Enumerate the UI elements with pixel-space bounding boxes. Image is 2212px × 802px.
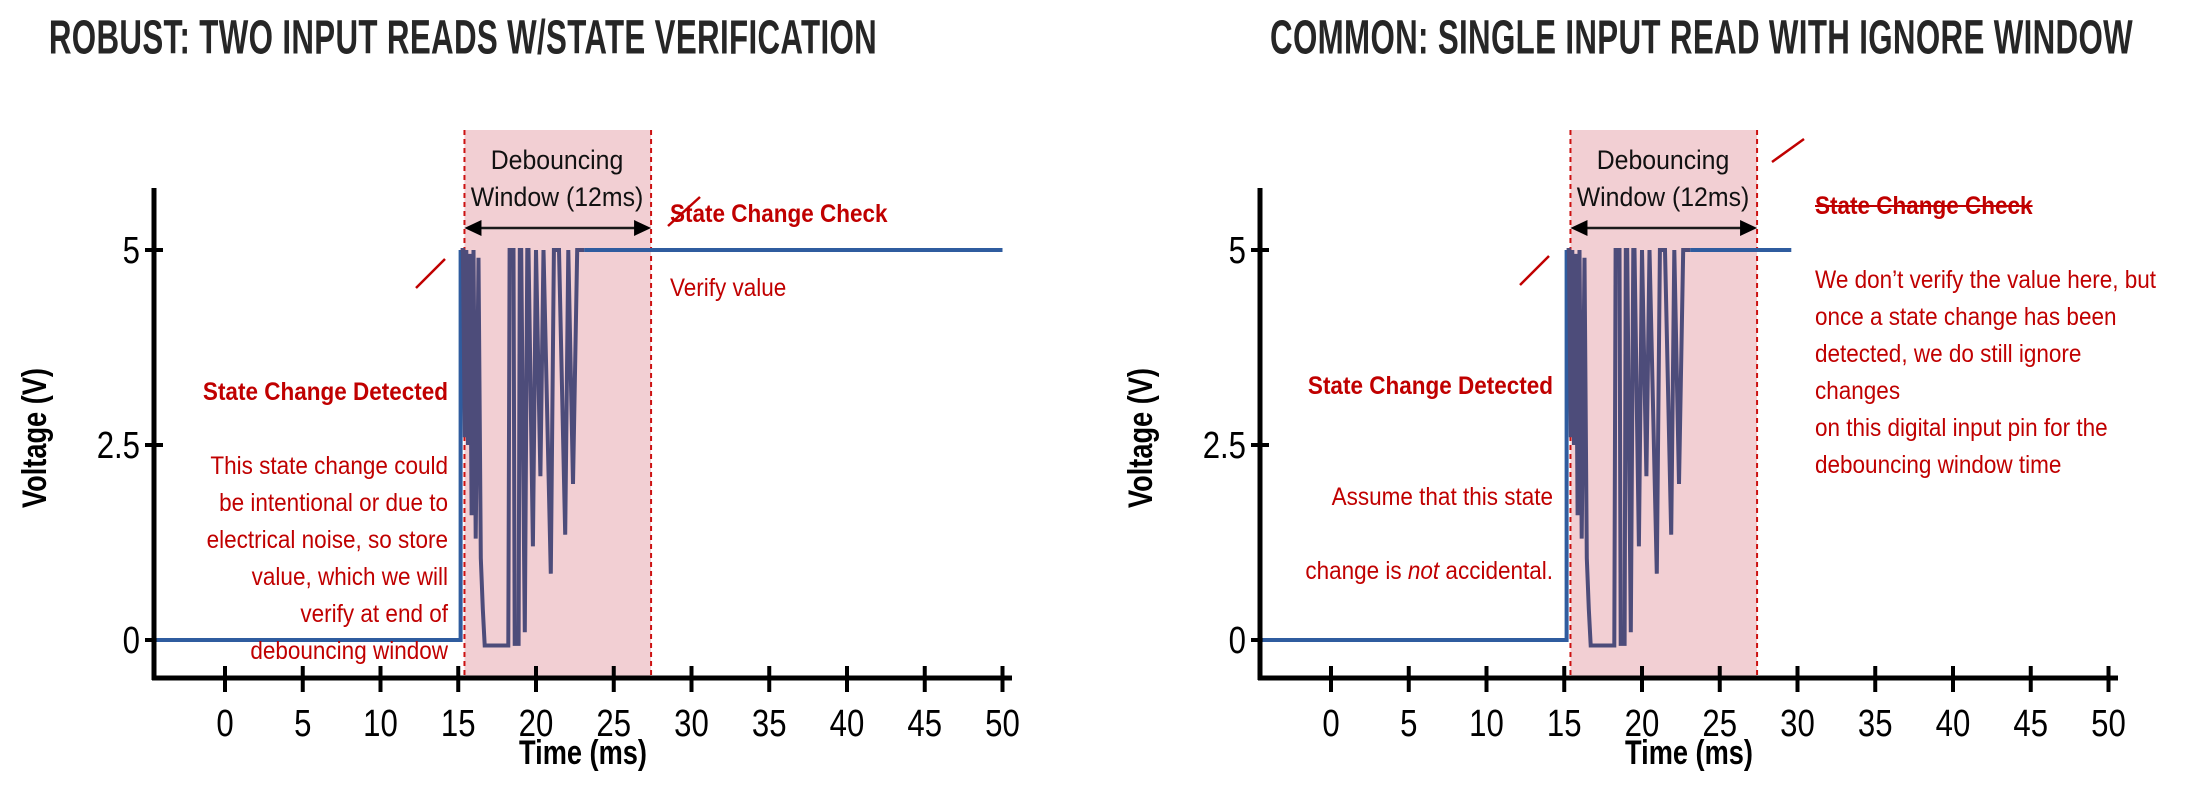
- annotation-pointer-line: [1771, 137, 1805, 164]
- state-change-detected-annotation: State Change Detected Assume that this s…: [1123, 294, 1553, 701]
- annotation-title: State Change Detected: [1307, 372, 1553, 400]
- annotation-pointer-line: [667, 196, 701, 227]
- y-tick-label: 5: [1229, 230, 1246, 272]
- x-tick-label: 45: [907, 703, 942, 745]
- annotation-title-strikethrough: State Change Check: [1815, 192, 2033, 220]
- annotation-pointer-line: [1519, 255, 1550, 286]
- italic-not: not: [1407, 557, 1440, 585]
- robust-chart-title: ROBUST: TWO INPUT READS W/STATE VERIFICA…: [0, 10, 926, 64]
- y-tick-label: 5: [123, 230, 140, 272]
- x-tick-label: 50: [985, 703, 1020, 745]
- x-tick-label: 40: [830, 703, 865, 745]
- title-text: ROBUST: TWO INPUT READS W/STATE VERIFICA…: [48, 9, 878, 65]
- annotation-pointer-line: [415, 258, 446, 289]
- state-change-check-annotation: State Change Check We don’t verify the v…: [1815, 114, 2211, 558]
- debounce-window-region: [464, 130, 652, 678]
- annotation-title: State Change Detected: [202, 378, 448, 406]
- signal-line: [156, 250, 463, 642]
- x-tick-label: 20: [1625, 703, 1660, 745]
- annotation-title: State Change Check: [670, 200, 888, 228]
- common-plot: 0 5 10 15 20 25 30 35 40 45 50 0 2.5 5 Time (ms) Voltag…: [1121, 130, 2126, 772]
- annotation-body: This state change could be intentional o…: [206, 452, 448, 665]
- signal-line: [1566, 248, 1691, 648]
- x-axis-label: Time (ms): [1625, 733, 1753, 772]
- annotation-body: Assume that this state change is not acc…: [1166, 442, 1553, 627]
- signal-line: [1262, 250, 1569, 642]
- y-tick-label: 2.5: [97, 425, 140, 467]
- y-axis-label: Voltage (V): [15, 368, 54, 508]
- annotation-line: change is not accidental.: [1305, 557, 1553, 585]
- window-arrowhead-right: [1740, 220, 1758, 236]
- y-tick-label: 2.5: [1203, 425, 1246, 467]
- robust-chart-panel: 0 5 10 15 20 25 30 35 40 45 50 0 2.5 5 Time (ms) Voltag…: [0, 10, 1070, 772]
- debounce-window-label: Debouncing Window (12ms): [470, 145, 644, 212]
- x-tick-label: 15: [441, 703, 476, 745]
- x-tick-label: 15: [1547, 703, 1582, 745]
- window-arrowhead-left: [1570, 220, 1588, 236]
- x-tick-label: 10: [363, 703, 398, 745]
- state-change-check-annotation: State Change Check Verify value: [670, 122, 1070, 381]
- signal-line: [460, 248, 585, 648]
- x-tick-label: 40: [1936, 703, 1971, 745]
- x-axis-label: Time (ms): [519, 733, 647, 772]
- debounce-window-region: [1570, 130, 1758, 678]
- debounce-window-label: Debouncing Window (12ms): [1576, 145, 1750, 212]
- x-tick-label: 0: [216, 703, 233, 745]
- window-arrowhead-left: [464, 220, 482, 236]
- x-tick-label: 10: [1469, 703, 1504, 745]
- x-tick-label: 50: [2091, 703, 2126, 745]
- annotation-line: Assume that this state: [1331, 483, 1553, 511]
- y-axis-label: Voltage (V): [1121, 368, 1160, 508]
- x-tick-label: 25: [596, 703, 631, 745]
- robust-plot: 0 5 10 15 20 25 30 35 40 45 50 0 2.5 5 Time (ms) Voltag…: [15, 130, 1020, 772]
- x-tick-label: 25: [1702, 703, 1737, 745]
- annotation-body: We don’t verify the value here, but once…: [1815, 266, 2157, 479]
- x-tick-label: 5: [294, 703, 311, 745]
- y-tick-label: 0: [123, 620, 140, 662]
- x-tick-label: 0: [1322, 703, 1339, 745]
- annotation-body: Verify value: [670, 274, 787, 302]
- y-tick-label: 0: [1229, 620, 1246, 662]
- common-chart-panel: 0 5 10 15 20 25 30 35 40 45 50 0 2.5 5 Time (ms) Voltag…: [1106, 0, 2212, 802]
- window-arrowhead-right: [634, 220, 652, 236]
- x-tick-label: 5: [1400, 703, 1417, 745]
- state-change-detected-annotation: State Change Detected This state change …: [18, 300, 448, 744]
- x-tick-label: 35: [752, 703, 787, 745]
- x-tick-label: 30: [1780, 703, 1815, 745]
- x-tick-label: 20: [519, 703, 554, 745]
- x-tick-label: 35: [1858, 703, 1893, 745]
- title-text: COMMON: SINGLE INPUT READ WITH IGNORE WI…: [1270, 9, 2134, 65]
- x-tick-label: 30: [674, 703, 709, 745]
- common-chart-title: COMMON: SINGLE INPUT READ WITH IGNORE WI…: [1232, 10, 2172, 64]
- x-tick-label: 45: [2013, 703, 2048, 745]
